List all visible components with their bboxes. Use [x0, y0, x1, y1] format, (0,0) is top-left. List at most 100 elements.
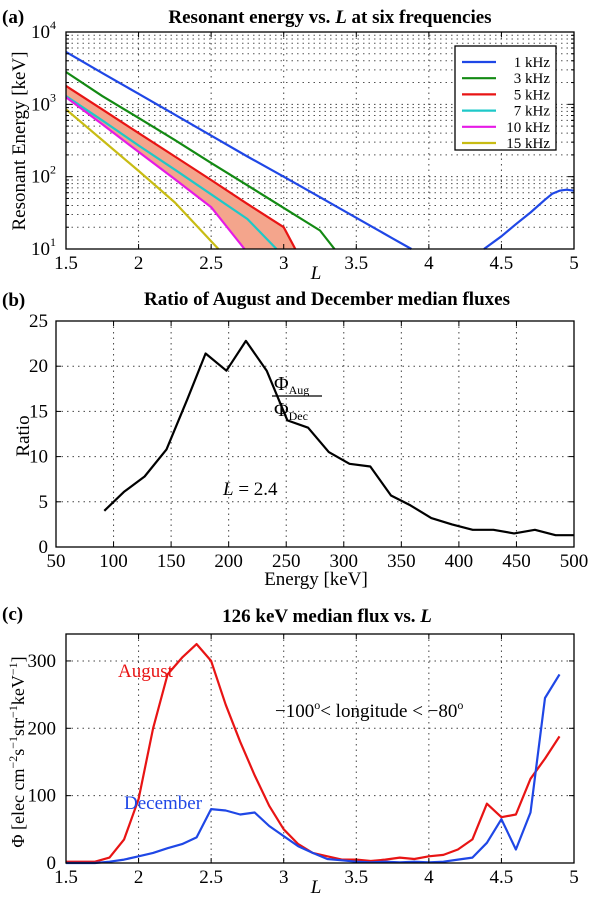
a-x-tick-label: 3.5 [344, 253, 368, 274]
x-tick-labels-b: 50 100 150 200 250 300 350 400 450 500 [47, 551, 589, 572]
chart-title-a: Resonant energy vs. L at six frequencies [168, 7, 491, 28]
a-y-tick-exponent: 1 [50, 235, 56, 249]
c-y-tick-label: 200 [28, 718, 57, 739]
a-x-tick-label: 2.5 [199, 253, 223, 274]
c-x-tick-label: 3.5 [344, 867, 368, 888]
series-line-1-khz [483, 188, 575, 250]
lines-c [66, 642, 561, 865]
series-line-15-khz [65, 108, 220, 250]
chart-title-a-var: L [334, 7, 347, 28]
a-y-tick-base: 10 [31, 167, 50, 188]
b-x-tick-label: 200 [214, 551, 243, 572]
a-y-tick-label: 102 [31, 163, 56, 188]
x-tick-labels-a: 1.5 2 2.5 3 3.5 4 4.5 5 [54, 253, 579, 274]
ticks-b [55, 320, 575, 548]
b-x-tick-label: 400 [445, 551, 474, 572]
x-axis-label-a: L [310, 263, 322, 284]
chart-title-c-var: L [419, 606, 432, 627]
panel-b: (b) Ratio of August and December median … [2, 289, 588, 590]
formula-denominator-symbol: Φ [274, 399, 289, 421]
longitude-degree-2: o [457, 698, 463, 712]
chart-title-a-suffix: at six frequencies [347, 7, 492, 28]
y-tick-labels-c: 0 100 200 300 [28, 651, 57, 874]
l-value-annotation: L = 2.4 [222, 479, 278, 500]
panel-a: (a) Resonant energy vs. L at six frequen… [2, 7, 579, 284]
b-x-tick-label: 300 [330, 551, 359, 572]
b-y-tick-label: 15 [29, 401, 48, 422]
l-value-number: = 2.4 [234, 479, 278, 500]
c-y-tick-label: 300 [28, 651, 57, 672]
formula-denominator-sub: Dec [289, 409, 308, 423]
x-axis-label-b: Energy [keV] [264, 569, 368, 590]
december-series-label: December [124, 793, 203, 814]
x-axis-label-c: L [310, 877, 322, 898]
x-tick-labels-c: 1.5 2 2.5 3 3.5 4 4.5 5 [54, 867, 579, 888]
ticks-c [65, 634, 575, 864]
ticks-a [65, 31, 575, 250]
a-x-tick-label: 3 [279, 253, 289, 274]
y-label-c-sup1: −2 [6, 756, 20, 769]
panel-c: (c) 126 keV median flux vs. L 1.5 2 2.5 3 3.… [2, 604, 579, 898]
formula-numerator-sub: Aug [289, 383, 310, 397]
ratio-formula: ΦAug ΦDec [272, 373, 322, 423]
b-y-tick-label: 0 [39, 537, 49, 558]
series-line-7-khz [65, 95, 278, 250]
y-label-c-sup3: −1 [6, 705, 20, 718]
b-y-tick-label: 10 [29, 447, 48, 468]
c-x-tick-label: 4 [424, 867, 434, 888]
longitude-degree-1: o [314, 698, 320, 712]
series-line-december [66, 673, 561, 865]
legend-label: 7 kHz [514, 104, 551, 120]
formula-denominator: ΦDec [274, 399, 308, 423]
a-y-tick-base: 10 [31, 22, 50, 43]
longitude-range-text: < longitude < −80 [320, 701, 457, 722]
c-x-tick-label: 3 [279, 867, 289, 888]
y-axis-label-a: Resonant Energy [keV] [9, 51, 30, 230]
series-line-10-khz [65, 96, 246, 250]
a-x-tick-label: 5 [569, 253, 579, 274]
a-x-tick-label: 2 [134, 253, 144, 274]
chart-title-c-prefix: 126 keV median flux vs. [222, 606, 420, 627]
y-label-c-sup4: −1 [6, 662, 20, 675]
series-line-5-khz [65, 84, 297, 250]
a-x-tick-label: 1.5 [54, 253, 78, 274]
b-x-tick-label: 100 [99, 551, 128, 572]
grid-b [56, 321, 574, 547]
chart-title-b: Ratio of August and December median flux… [144, 289, 510, 310]
c-x-tick-label: 1.5 [54, 867, 78, 888]
longitude-min: −100 [275, 701, 314, 722]
b-x-tick-label: 50 [47, 551, 66, 572]
y-label-c-suffix: ] [8, 656, 28, 662]
panel-label-a: (a) [2, 7, 24, 28]
c-x-tick-label: 4.5 [490, 867, 514, 888]
chart-title-c: 126 keV median flux vs. L [222, 606, 432, 627]
b-y-tick-label: 25 [29, 311, 48, 332]
y-label-c-mid3: keV [8, 675, 28, 705]
b-x-tick-label: 250 [272, 551, 301, 572]
b-y-tick-label: 20 [29, 356, 48, 377]
c-y-tick-label: 0 [47, 853, 57, 874]
b-x-tick-label: 150 [157, 551, 186, 572]
panel-label-c: (c) [2, 604, 23, 625]
c-y-tick-label: 100 [28, 786, 57, 807]
b-x-tick-label: 350 [387, 551, 416, 572]
c-x-tick-label: 5 [569, 867, 579, 888]
plot-frame-a [65, 31, 575, 250]
legend-label: 5 kHz [514, 87, 551, 103]
a-y-tick-exponent: 4 [50, 18, 56, 32]
legend-label: 15 kHz [506, 136, 550, 152]
y-label-c-mid1: s [8, 749, 28, 756]
a-x-tick-label: 4.5 [490, 253, 514, 274]
plot-frame-b [55, 320, 575, 548]
y-label-c-mid2: str [8, 718, 28, 736]
a-y-tick-label: 104 [31, 18, 56, 43]
a-y-tick-exponent: 2 [50, 163, 56, 177]
a-y-tick-label: 101 [31, 235, 56, 260]
a-y-tick-label: 103 [31, 90, 56, 115]
panel-label-b: (b) [2, 290, 25, 311]
y-tick-labels-b: 0 5 10 15 20 25 [29, 311, 48, 558]
y-axis-label-b: Ratio [13, 415, 34, 456]
series-line-1-khz [65, 50, 412, 250]
